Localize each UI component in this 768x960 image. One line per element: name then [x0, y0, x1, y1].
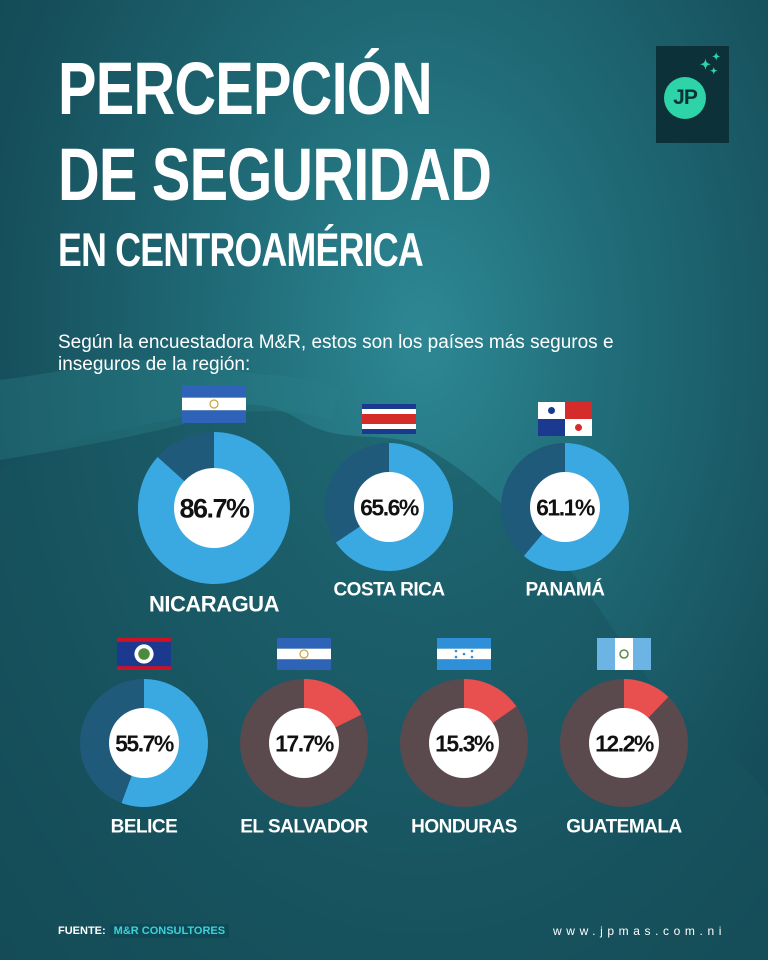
sparkle-icon: ✦	[710, 66, 718, 76]
donut-panama: 61.1% PANAMÁ	[501, 402, 629, 601]
data-label: 15.3%	[435, 730, 494, 756]
website-url: www.jpmas.com.ni	[553, 924, 726, 938]
country-label: BELICE	[111, 817, 178, 838]
flag-belize-icon	[117, 638, 171, 670]
map-highlight	[0, 359, 340, 460]
donut-el-salvador: 17.7% EL SALVADOR	[240, 638, 369, 838]
donut-hole	[589, 708, 659, 778]
title-line-2: DE SEGURIDAD	[58, 133, 492, 216]
source-credit: FUENTE: M&R CONSULTORES	[58, 924, 230, 938]
flag-nicaragua-icon	[182, 385, 246, 423]
donut-guatemala: 12.2% GUATEMALA	[560, 638, 688, 838]
flag-el-salvador-icon	[277, 638, 331, 670]
donut-hole	[269, 708, 339, 778]
donut-hole	[354, 472, 424, 542]
donut-honduras: 15.3% HONDURAS	[400, 638, 528, 838]
data-label: 12.2%	[595, 730, 654, 756]
sparkle-icon: ✦	[712, 52, 721, 63]
data-label: 86.7%	[179, 494, 250, 524]
data-label: 55.7%	[115, 730, 174, 756]
title-line-1: PERCEPCIÓN	[58, 47, 433, 130]
logo-text: JP	[664, 77, 706, 119]
flag-guatemala-icon	[597, 638, 651, 670]
country-label: EL SALVADOR	[240, 817, 368, 838]
flag-honduras-icon	[437, 638, 491, 670]
country-label: PANAMÁ	[526, 579, 606, 601]
country-label: GUATEMALA	[566, 817, 682, 838]
donut-nicaragua: 86.7% NICARAGUA	[138, 385, 291, 617]
donut-hole	[429, 708, 499, 778]
source-name: M&R CONSULTORES	[109, 924, 230, 938]
data-label: 65.6%	[360, 494, 419, 520]
donut-hole	[530, 472, 600, 542]
donut-belize: 55.7% BELICE	[80, 638, 209, 838]
donut-costa-rica: 65.6% COSTA RICA	[325, 404, 453, 601]
brand-logo: JP ✦ ✦ ✦	[656, 46, 729, 143]
sparkle-icon: ✦	[700, 57, 711, 72]
data-label: 17.7%	[275, 730, 334, 756]
data-label: 61.1%	[536, 494, 595, 520]
donut-hole	[174, 468, 254, 548]
country-label: COSTA RICA	[333, 580, 445, 601]
country-label: NICARAGUA	[149, 592, 280, 617]
flag-costa-rica-icon	[362, 404, 416, 434]
subtitle: Según la encuestadora M&R, estos son los…	[58, 332, 614, 375]
source-label: FUENTE:	[58, 925, 106, 937]
donut-hole	[109, 708, 179, 778]
flag-panama-icon	[538, 402, 592, 436]
country-label: HONDURAS	[411, 817, 517, 838]
title-line-3: EN CENTROAMÉRICA	[58, 223, 424, 276]
